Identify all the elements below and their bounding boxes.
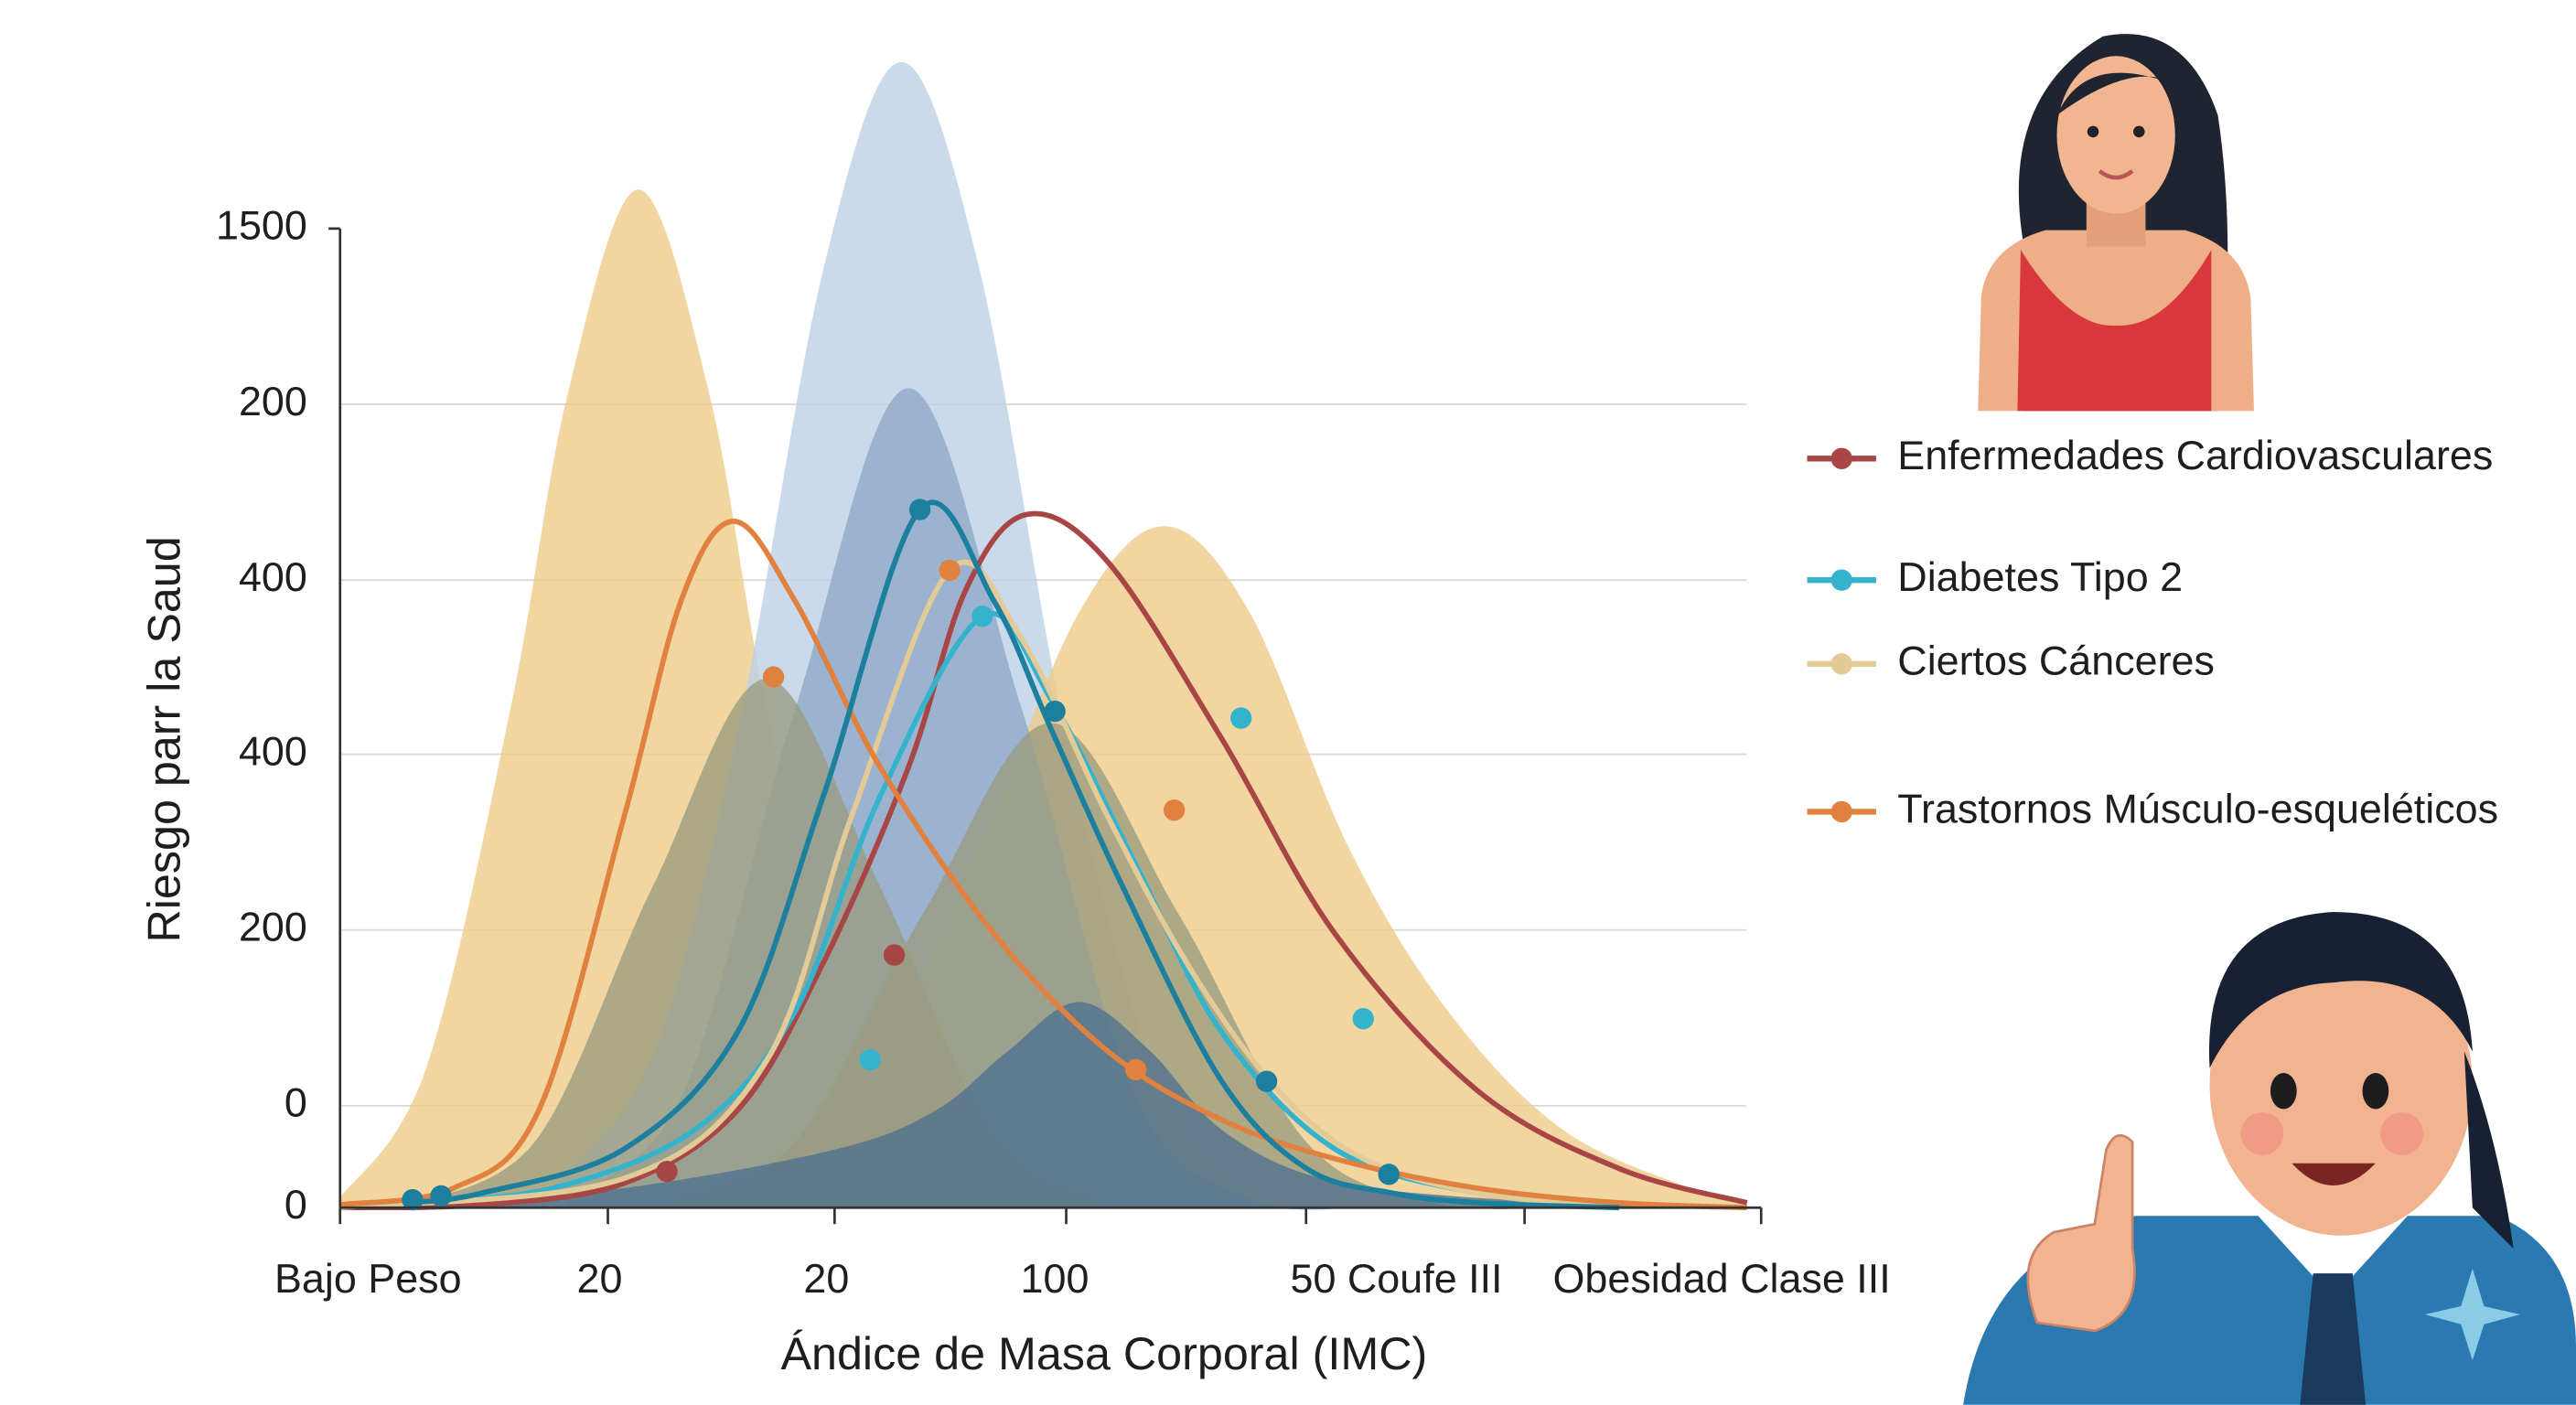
eye	[2270, 1072, 2297, 1110]
marker	[1125, 1058, 1147, 1080]
man-illustration	[1963, 911, 2576, 1405]
eye	[2362, 1072, 2389, 1110]
marker	[859, 1048, 881, 1071]
marker	[1163, 799, 1186, 821]
marker	[883, 944, 906, 966]
marker	[939, 559, 961, 582]
ponytail	[2463, 1051, 2514, 1249]
eye	[2133, 125, 2145, 138]
marker	[1044, 700, 1066, 723]
plot-area	[339, 61, 1748, 1211]
face	[2209, 933, 2473, 1236]
area	[667, 723, 1562, 1209]
legend-label: Ciertos Cánceres	[1897, 638, 2215, 684]
legend-label: Trastornos Músculo-esqueléticos	[1897, 785, 2498, 831]
marker	[762, 666, 785, 688]
tie	[2300, 1273, 2367, 1405]
marker	[430, 1185, 452, 1207]
marker	[402, 1189, 424, 1211]
x-tick-label: 50 Coufe III	[1291, 1255, 1503, 1302]
area	[411, 1002, 1690, 1208]
legend-swatch-dot	[1830, 800, 1852, 823]
y-tick-label: 400	[239, 727, 307, 774]
mouth	[2292, 1163, 2376, 1185]
line	[339, 519, 1747, 1211]
marker	[656, 1160, 678, 1183]
woman-illustration	[1978, 34, 2254, 412]
marker	[1352, 1007, 1374, 1030]
marker	[1378, 1164, 1400, 1185]
axes: Ándice de Masa Corporal (IMC) Riesgo par…	[137, 202, 1890, 1379]
marker	[908, 499, 931, 520]
x-tick-label: Bajo Peso	[274, 1255, 462, 1302]
area	[339, 189, 1051, 1208]
y-tick-label: 200	[239, 378, 307, 424]
line	[411, 499, 1619, 1211]
legend-label: Diabetes Tipo 2	[1897, 553, 2183, 600]
y-tick-label: 1500	[216, 202, 307, 249]
legend-swatch-dot	[1830, 569, 1852, 591]
eye	[2087, 125, 2099, 138]
x-tick-label: 20	[577, 1255, 623, 1302]
cheek	[2380, 1112, 2423, 1155]
marker	[971, 606, 993, 627]
x-tick-label: Obesidad Clase III	[1553, 1255, 1891, 1302]
top	[2017, 250, 2212, 412]
legend-label: Enfermedades Cardiovasculares	[1897, 432, 2493, 478]
line	[411, 610, 1620, 1207]
x-axis-title: Ándice de Masa Corporal (IMC)	[780, 1327, 1427, 1379]
hand	[2026, 1133, 2136, 1333]
hair	[2208, 911, 2473, 1068]
bangs	[2056, 72, 2177, 115]
y-tick-label: 400	[239, 553, 307, 600]
x-tick-label: 100	[1021, 1255, 1089, 1302]
legend-swatch-dot	[1830, 447, 1852, 469]
marker	[1255, 1070, 1278, 1092]
y-tick-label: 0	[284, 1181, 307, 1228]
y-axis-title: Riesgo parr la Saud	[137, 536, 189, 942]
y-tick-label: 0	[284, 1079, 307, 1126]
line	[339, 560, 1620, 1211]
marker	[1229, 707, 1252, 729]
sparkle	[2424, 1268, 2520, 1361]
y-tick-label: 200	[239, 904, 307, 950]
legend-swatch-dot	[1830, 653, 1852, 675]
x-tick-label: 20	[803, 1255, 849, 1302]
mouth	[2098, 169, 2134, 180]
legend: Enfermedades Cardiovasculares Diabetes Ti…	[1807, 432, 2498, 831]
cheek	[2240, 1112, 2284, 1155]
